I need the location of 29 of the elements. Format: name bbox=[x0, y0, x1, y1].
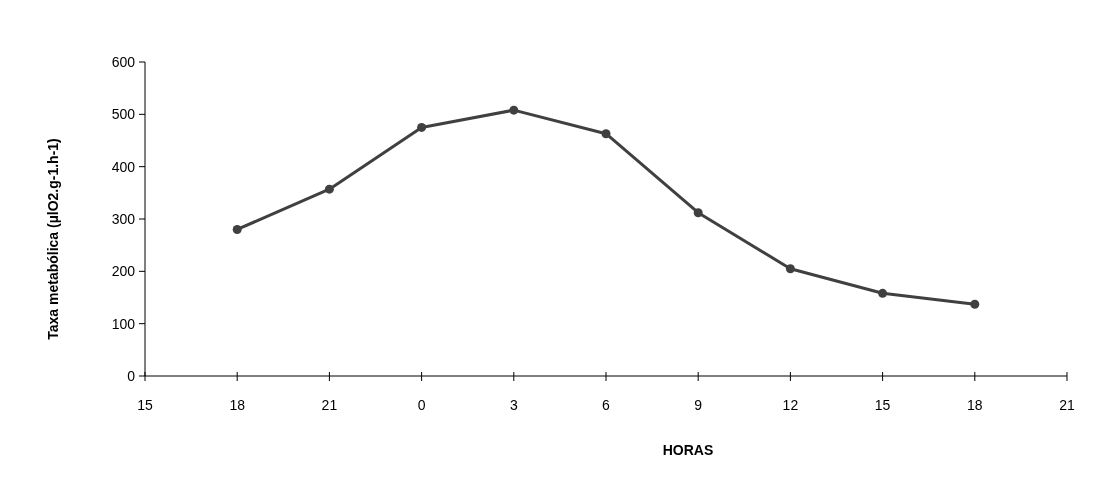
x-tick-label: 21 bbox=[321, 397, 338, 413]
x-tick-label: 6 bbox=[602, 397, 611, 413]
x-tick-label: 15 bbox=[874, 397, 891, 413]
point bbox=[970, 299, 980, 309]
x-tick-label: 21 bbox=[1059, 397, 1075, 413]
x-tick-label: 9 bbox=[694, 397, 703, 413]
x-axis-title: HORAS bbox=[662, 442, 714, 458]
x-tick-label: 12 bbox=[782, 397, 799, 413]
x-tick-label: 15 bbox=[137, 397, 153, 413]
x-tick-label: 18 bbox=[967, 397, 983, 413]
x-tick-label: 3 bbox=[509, 397, 518, 413]
y-tick-label: 600 bbox=[111, 53, 136, 70]
y-axis-title: Taxa metabólica (µlO2.g-1.h-1) bbox=[45, 138, 61, 340]
x-tick-label: 0 bbox=[417, 397, 426, 413]
y-tick-label: 400 bbox=[111, 158, 136, 175]
y-tick-label: 100 bbox=[111, 315, 136, 332]
y-tick-label: 500 bbox=[111, 106, 136, 123]
point bbox=[785, 264, 795, 274]
point bbox=[509, 105, 519, 115]
x-tick-label: 18 bbox=[229, 397, 246, 413]
point bbox=[601, 129, 611, 139]
y-tick-label: 200 bbox=[111, 263, 136, 280]
point bbox=[232, 224, 242, 234]
point bbox=[417, 122, 427, 132]
y-tick-label: 0 bbox=[127, 367, 136, 384]
point bbox=[324, 184, 334, 194]
point bbox=[693, 208, 703, 218]
point bbox=[878, 288, 888, 298]
y-tick-label: 300 bbox=[111, 210, 136, 227]
